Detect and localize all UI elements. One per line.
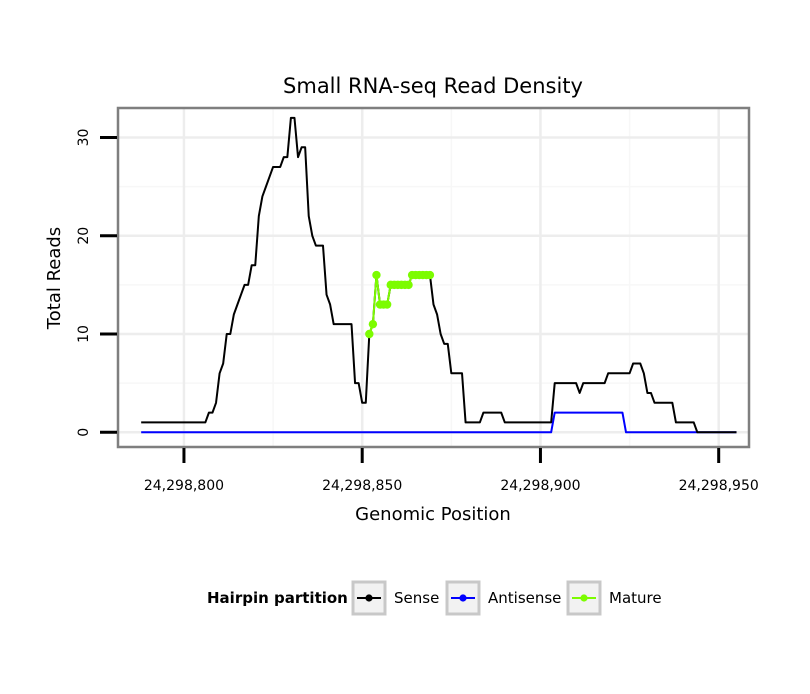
legend-item-sense: Sense (351, 580, 439, 616)
x-axis-label: Genomic Position (355, 504, 511, 525)
y-tick-label: 30 (76, 129, 92, 147)
data-point-mature (368, 319, 378, 329)
series-line-sense (141, 116, 737, 434)
data-point-mature (382, 300, 392, 309)
data-point-mature (425, 270, 435, 280)
legend-label: Mature (609, 589, 662, 607)
series-layer (141, 116, 737, 434)
legend-label: Antisense (488, 589, 561, 607)
x-tick-label: 24,298,850 (322, 478, 402, 494)
y-axis-label: Total Reads (44, 227, 65, 330)
legend-key-point (365, 594, 373, 602)
x-tick-label: 24,298,800 (144, 478, 224, 494)
y-tick-label: 0 (76, 428, 92, 437)
axis-layer: 24,298,800 24,298,850 24,298,900 24,298,950… (76, 129, 759, 494)
legend-item-mature: Mature (566, 580, 662, 616)
legend-label: Sense (394, 589, 439, 607)
data-point-mature (365, 329, 374, 339)
y-tick-label: 10 (76, 325, 92, 343)
x-tick-label: 24,298,900 (500, 478, 580, 494)
legend-key-point (580, 594, 588, 602)
panel-border (116, 106, 751, 449)
x-tick-label: 24,298,950 (679, 478, 759, 494)
legend-title: Hairpin partition (207, 589, 348, 607)
data-point-mature (372, 270, 381, 280)
legend-key-point (459, 594, 467, 602)
y-tick-label: 20 (76, 227, 92, 245)
grid-layer (118, 108, 749, 447)
legend: Hairpin partition Sense Antisense Mature (207, 580, 662, 616)
series-line-antisense (141, 411, 737, 434)
data-point-mature (404, 280, 413, 290)
legend-item-antisense: Antisense (445, 580, 561, 616)
chart-title: Small RNA-seq Read Density (283, 74, 583, 98)
